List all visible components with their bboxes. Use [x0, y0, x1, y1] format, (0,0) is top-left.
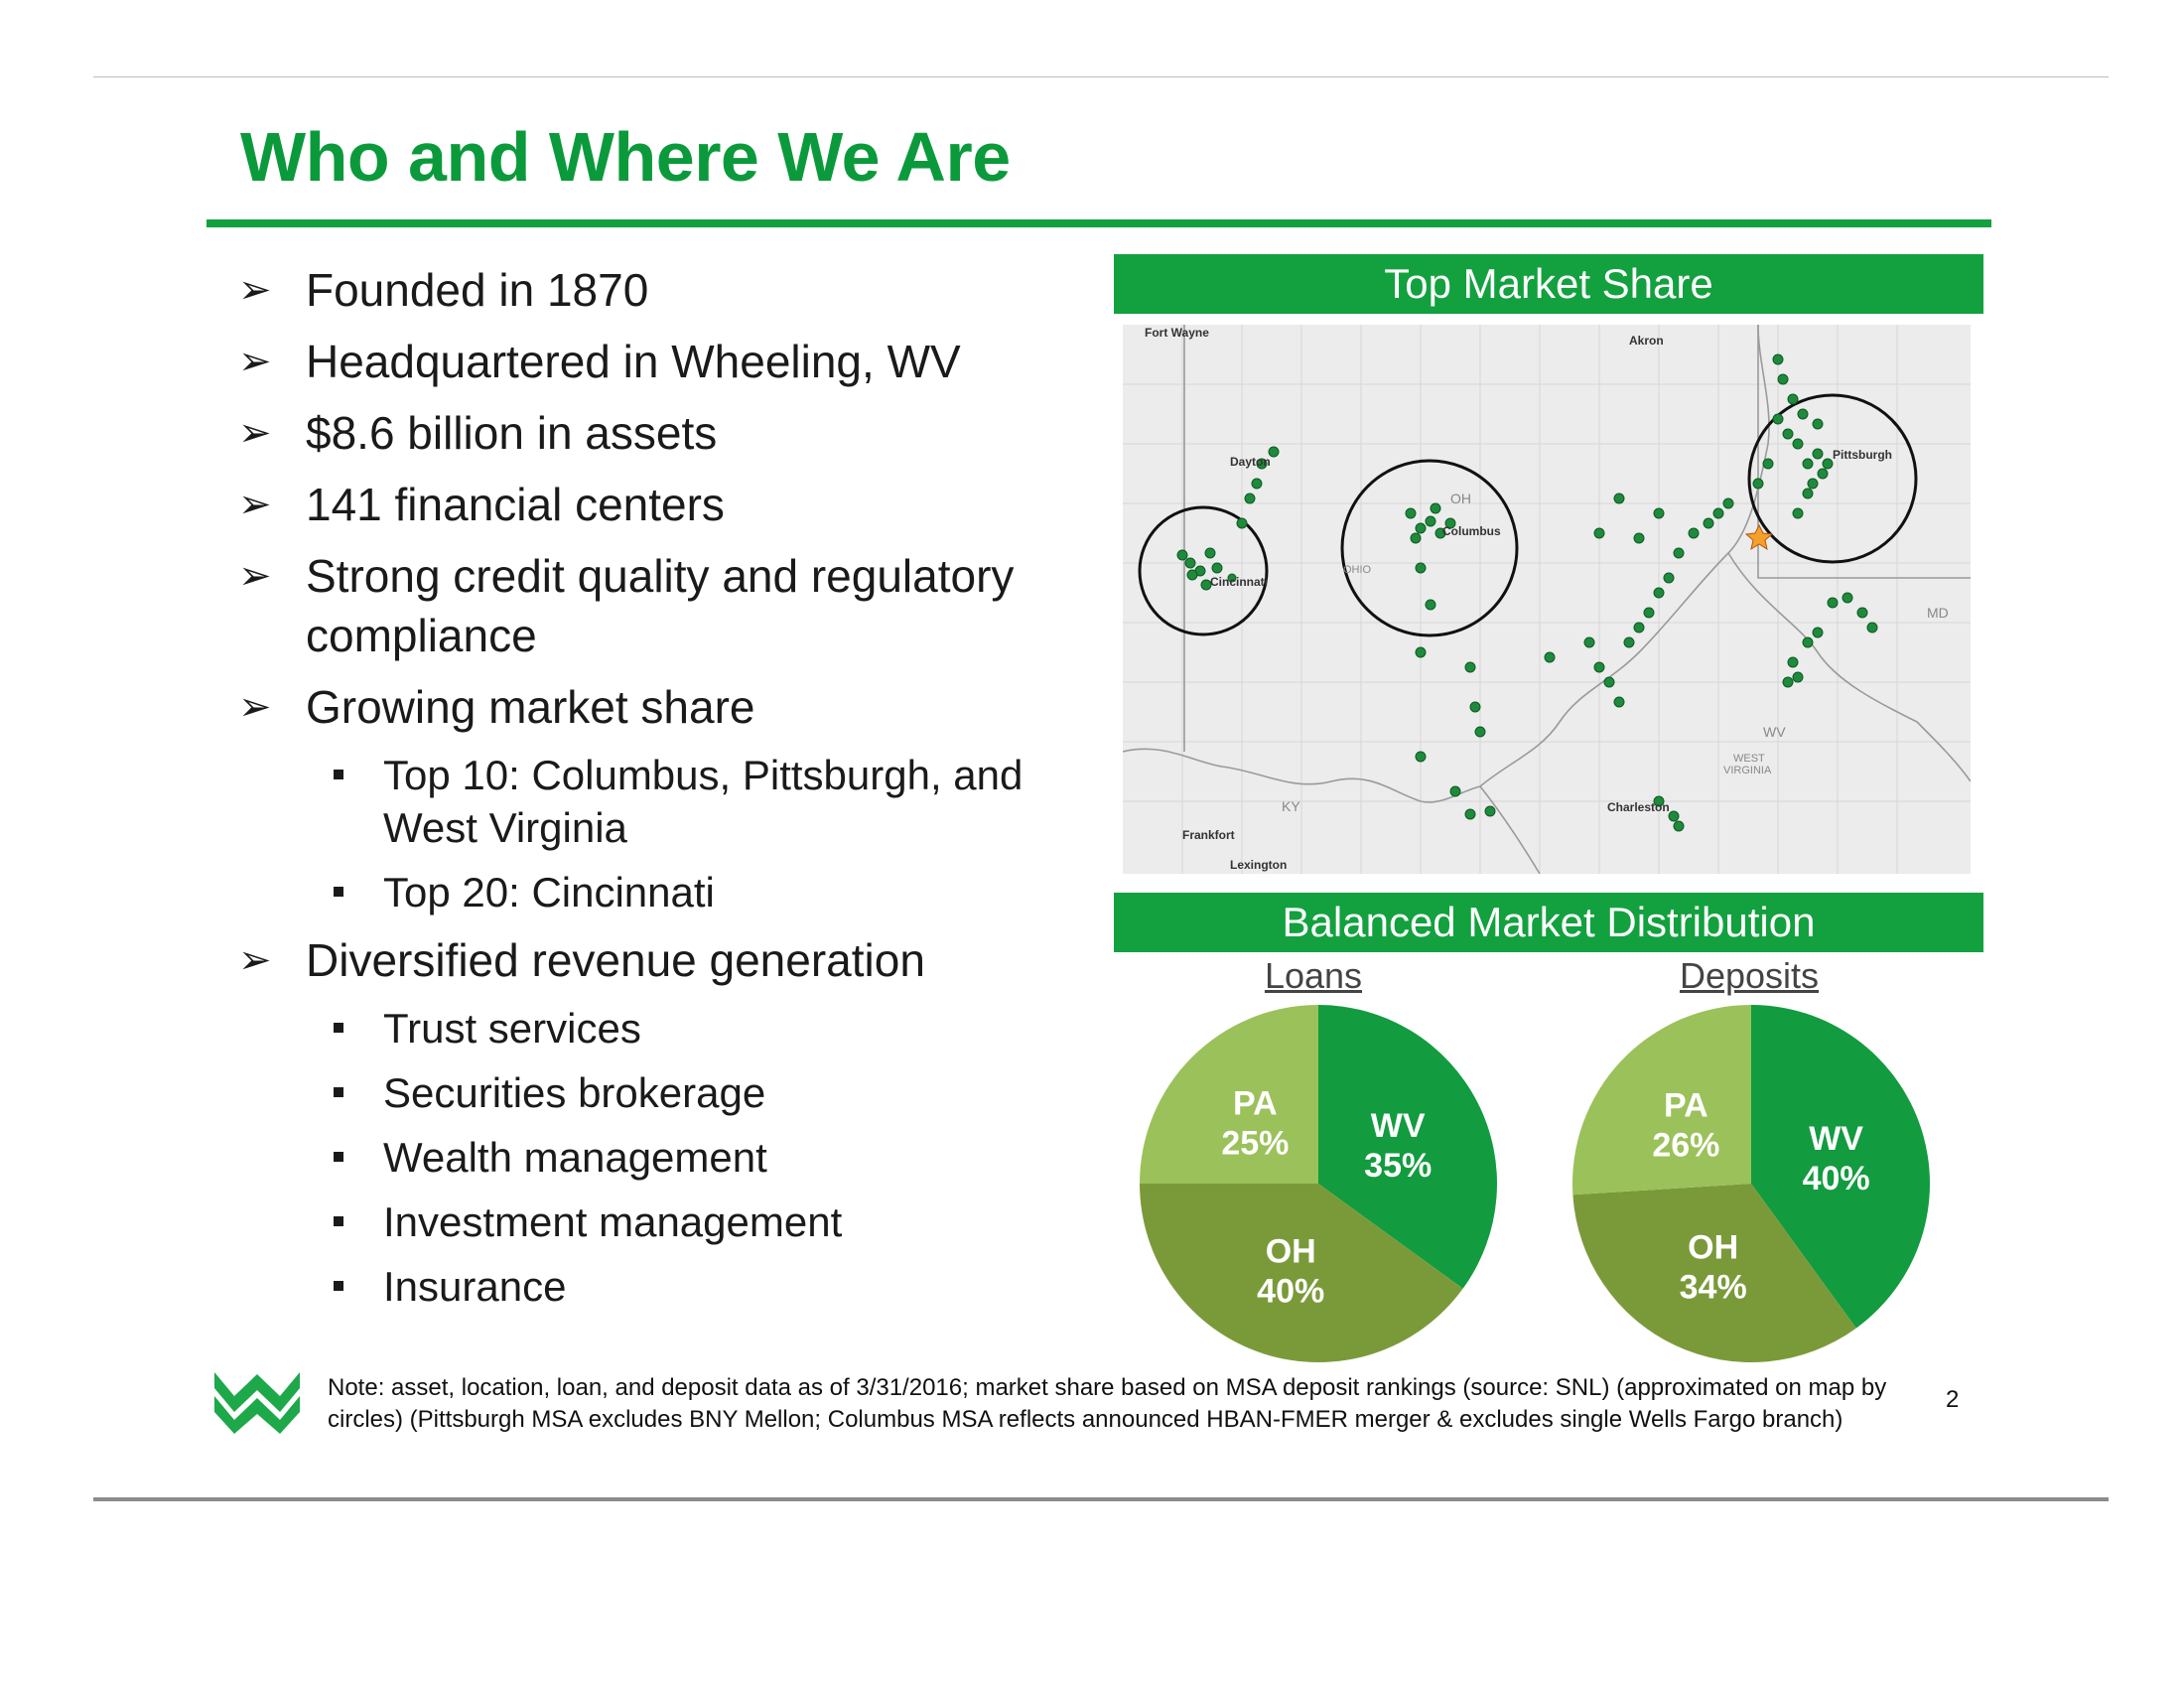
state-label: MD [1927, 605, 1949, 621]
bullet-text: 141 financial centers [306, 479, 725, 530]
pie-slice-wv [1318, 1005, 1497, 1289]
city-label: Fort Wayne [1145, 326, 1209, 340]
map-header: Top Market Share [1114, 254, 1983, 314]
bullet-item: ➢ 141 financial centers [238, 475, 1092, 534]
slice-category-label: OH [1688, 1228, 1738, 1266]
slice-category-label: OH [1266, 1233, 1316, 1271]
sub-bullet-item: Securities brokerage [238, 1066, 1092, 1119]
bullet-item: ➢ $8.6 billion in assets [238, 403, 1092, 463]
slice-category-label: WV [1809, 1120, 1863, 1158]
distribution-header: Balanced Market Distribution [1114, 893, 1983, 952]
arrow-bullet-icon: ➢ [238, 411, 272, 455]
square-bullet-icon [334, 1152, 343, 1162]
slice-value-label: 40% [1803, 1160, 1870, 1197]
page-number: 2 [1946, 1386, 1960, 1413]
headquarters-star [1744, 523, 1774, 551]
county-grid [1123, 325, 1971, 874]
slice-category-label: WV [1371, 1107, 1426, 1145]
deposits-label: Deposits [1679, 955, 1820, 996]
square-bullet-icon [334, 1281, 343, 1291]
bullet-text: Growing market share [306, 681, 755, 733]
city-label: Cincinnati [1210, 575, 1268, 589]
arrow-bullet-icon: ➢ [238, 483, 272, 526]
bullet-item: ➢ Founded in 1870 [238, 260, 1092, 320]
bullet-text: $8.6 billion in assets [306, 407, 718, 459]
pie-slice-oh [1140, 1184, 1463, 1362]
city-label: Lexington [1230, 858, 1287, 872]
arrow-bullet-icon: ➢ [238, 685, 272, 729]
bullet-text: Strong credit quality and regulatory com… [306, 550, 1015, 661]
pie-slice-wv [1751, 1005, 1930, 1329]
square-bullet-icon [334, 887, 343, 897]
pie-slice-pa [1572, 1005, 1751, 1196]
sub-bullet-text: Top 10: Columbus, Pittsburgh, and West V… [383, 752, 1024, 851]
square-bullet-icon [334, 1216, 343, 1226]
slice-value-label: 34% [1680, 1268, 1747, 1306]
arrow-bullet-icon: ➢ [238, 340, 272, 383]
arrow-bullet-icon: ➢ [238, 268, 272, 312]
cincinnati-circle [1138, 505, 1269, 636]
loans-label: Loans [1264, 955, 1363, 996]
sub-bullet-text: Wealth management [383, 1134, 767, 1181]
slice-value-label: 35% [1364, 1147, 1432, 1185]
bullet-item: ➢ Growing market share [238, 677, 1092, 737]
state-label: KY [1282, 798, 1300, 814]
bullet-text: Headquartered in Wheeling, WV [306, 336, 961, 387]
bullet-item: ➢ Diversified revenue generation [238, 930, 1092, 990]
top-divider [93, 76, 2109, 77]
sub-bullet-item: Top 20: Cincinnati [238, 866, 1092, 918]
sub-bullet-item: Insurance [238, 1260, 1092, 1313]
branch-map: Fort Wayne Akron Pittsburgh Columbus Day… [1123, 325, 1971, 874]
city-label: Charleston [1607, 800, 1670, 814]
city-label: Pittsburgh [1833, 448, 1892, 462]
sub-bullet-item: Trust services [238, 1002, 1092, 1055]
slice-value-label: 40% [1257, 1273, 1324, 1311]
state-label: OH [1450, 491, 1471, 506]
sub-bullet-text: Top 20: Cincinnati [383, 869, 715, 915]
slice-value-label: 26% [1652, 1126, 1719, 1164]
pie-slice-oh [1572, 1184, 1856, 1362]
columbus-circle [1340, 459, 1519, 637]
sub-bullet-text: Trust services [383, 1005, 641, 1052]
sub-bullet-item: Investment management [238, 1196, 1092, 1248]
slice-category-label: PA [1664, 1086, 1708, 1124]
state-label: VIRGINIA [1723, 765, 1772, 776]
bullet-item: ➢ Strong credit quality and regulatory co… [238, 546, 1092, 665]
square-bullet-icon [334, 770, 343, 779]
square-bullet-icon [334, 1023, 343, 1033]
pie-slice-pa [1140, 1005, 1318, 1184]
company-logo [214, 1372, 300, 1434]
bullet-text: Founded in 1870 [306, 264, 649, 316]
sub-bullet-text: Insurance [383, 1263, 567, 1310]
sub-bullet-item: Top 10: Columbus, Pittsburgh, and West V… [238, 749, 1092, 854]
city-label: Akron [1629, 334, 1664, 348]
state-label: WEST [1733, 753, 1765, 765]
footnote: Note: asset, location, loan, and deposit… [328, 1374, 1887, 1433]
square-bullet-icon [334, 1087, 343, 1097]
arrow-bullet-icon: ➢ [238, 554, 272, 598]
city-label: Frankfort [1182, 828, 1235, 842]
branch-dots [1176, 353, 1878, 832]
bullet-item: ➢ Headquartered in Wheeling, WV [238, 332, 1092, 391]
bullet-text: Diversified revenue generation [306, 934, 925, 986]
arrow-bullet-icon: ➢ [238, 938, 272, 982]
city-label: Dayton [1230, 455, 1271, 469]
sub-bullet-text: Investment management [383, 1198, 843, 1245]
state-label: OHIO [1343, 564, 1372, 576]
slice-category-label: PA [1233, 1084, 1278, 1122]
slice-value-label: 25% [1221, 1124, 1289, 1162]
title-underline [206, 219, 1991, 227]
pittsburgh-circle [1747, 393, 1918, 564]
city-label: Columbus [1442, 524, 1501, 538]
bottom-divider [93, 1497, 2109, 1501]
bullet-list: ➢ Founded in 1870 ➢ Headquartered in Wheeli… [238, 260, 1092, 1325]
page-title: Who and Where We Are [240, 118, 1011, 196]
sub-bullet-item: Wealth management [238, 1131, 1092, 1184]
sub-bullet-text: Securities brokerage [383, 1069, 766, 1116]
state-label: WV [1763, 724, 1786, 740]
